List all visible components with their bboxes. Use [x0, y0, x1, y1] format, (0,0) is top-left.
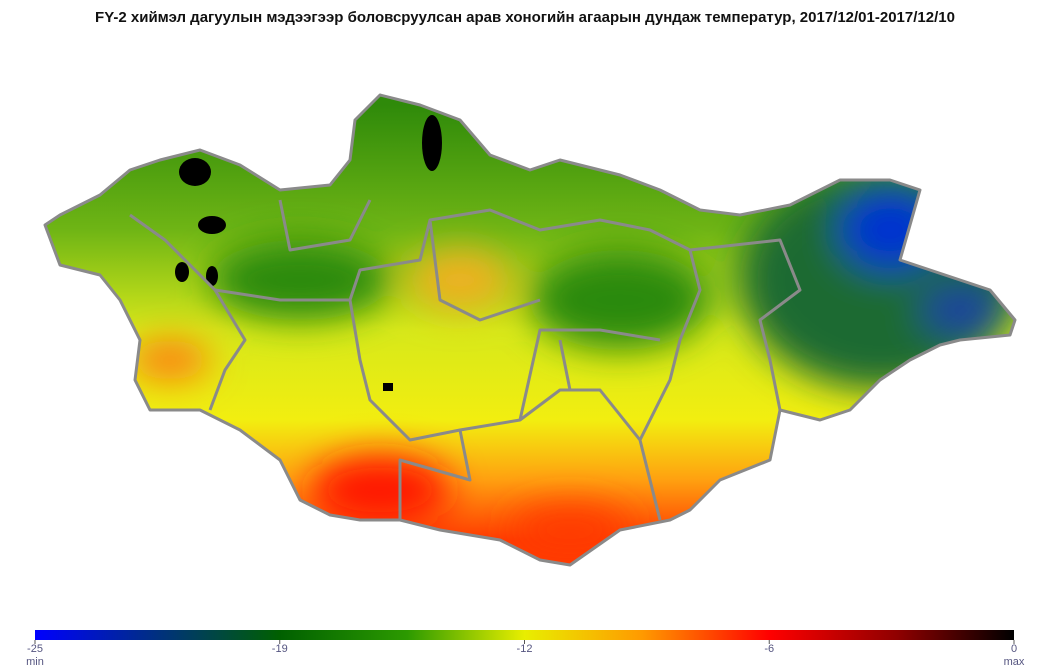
country-outline [43, 93, 1017, 567]
colorbar-max-label: max [1004, 656, 1025, 666]
map-title: FY-2 хиймэл дагуулын мэдээгээр боловсруу… [95, 9, 955, 26]
colorbar-tick-label: -19 [272, 643, 288, 655]
colorbar-min-label: min [26, 656, 44, 666]
colorbar-tick-label: -6 [764, 643, 774, 655]
colorbar [35, 630, 1014, 640]
colorbar-tick-label: -12 [517, 643, 533, 655]
colorbar-tick-label: 0 [1011, 643, 1017, 655]
colorbar-tick-label: -25 [27, 643, 43, 655]
